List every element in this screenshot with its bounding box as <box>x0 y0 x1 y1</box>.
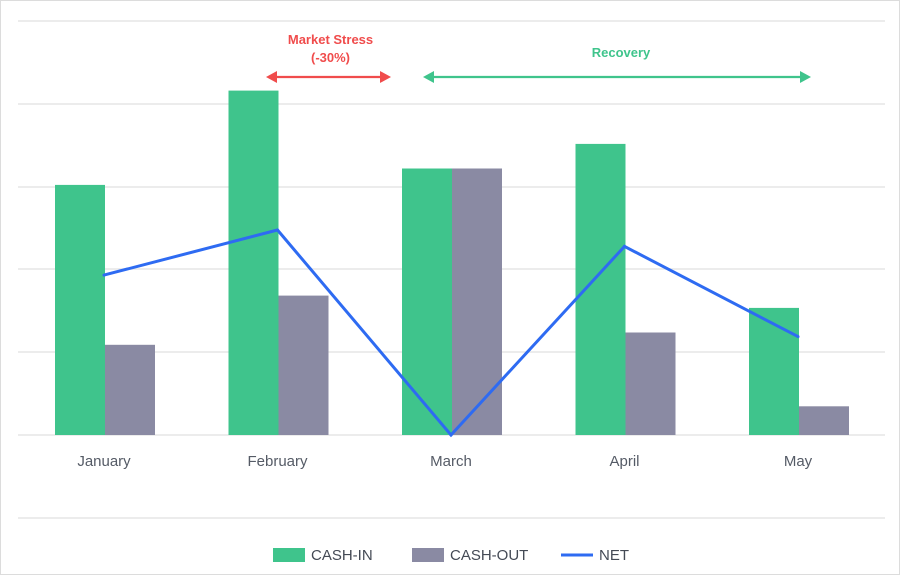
x-tick-january: January <box>77 453 131 470</box>
annotation-market-stress: Market Stress (-30%) <box>266 32 391 83</box>
bar-cash-in-january <box>55 184 105 435</box>
x-tick-february: February <box>247 453 308 470</box>
bar-cash-in-march <box>402 168 452 435</box>
bar-cash-out-january <box>105 344 155 435</box>
bar-cash-in-february <box>228 90 279 435</box>
annotation-arrowhead-right-market-stress <box>380 71 391 83</box>
point-net-february <box>276 228 279 232</box>
annotation-arrowhead-left-market-stress <box>266 71 277 83</box>
annotation-label-recovery-0: Recovery <box>592 45 651 60</box>
x-tick-april: April <box>609 453 639 470</box>
bar-cash-out-march <box>452 168 502 435</box>
legend-swatch-cash-in <box>273 548 305 562</box>
legend-label-net: NET <box>599 547 629 564</box>
annotation-arrowhead-right-recovery <box>800 71 811 83</box>
legend-item-cash-in: CASH-IN <box>273 547 373 564</box>
legend-item-net: NET <box>561 547 629 564</box>
legend-label-cash-in: CASH-IN <box>311 547 373 564</box>
annotation-label-market-stress-1: (-30%) <box>311 50 350 65</box>
bar-cash-out-april <box>625 332 676 435</box>
annotation-recovery: Recovery <box>423 45 811 83</box>
legend-swatch-cash-out <box>412 548 444 562</box>
point-net-march <box>449 433 453 437</box>
legend-item-cash-out: CASH-OUT <box>412 547 528 564</box>
bar-cash-in-may <box>749 307 799 435</box>
annotation-label-market-stress-0: Market Stress <box>288 32 373 47</box>
x-tick-may: May <box>784 453 813 470</box>
annotation-arrowhead-left-recovery <box>423 71 434 83</box>
point-net-april <box>623 244 626 248</box>
x-tick-march: March <box>430 453 472 470</box>
bar-cash-out-may <box>799 406 849 435</box>
legend-label-cash-out: CASH-OUT <box>450 547 528 564</box>
point-net-january <box>102 273 106 277</box>
point-net-may <box>796 335 800 339</box>
bar-cash-out-february <box>278 295 329 435</box>
